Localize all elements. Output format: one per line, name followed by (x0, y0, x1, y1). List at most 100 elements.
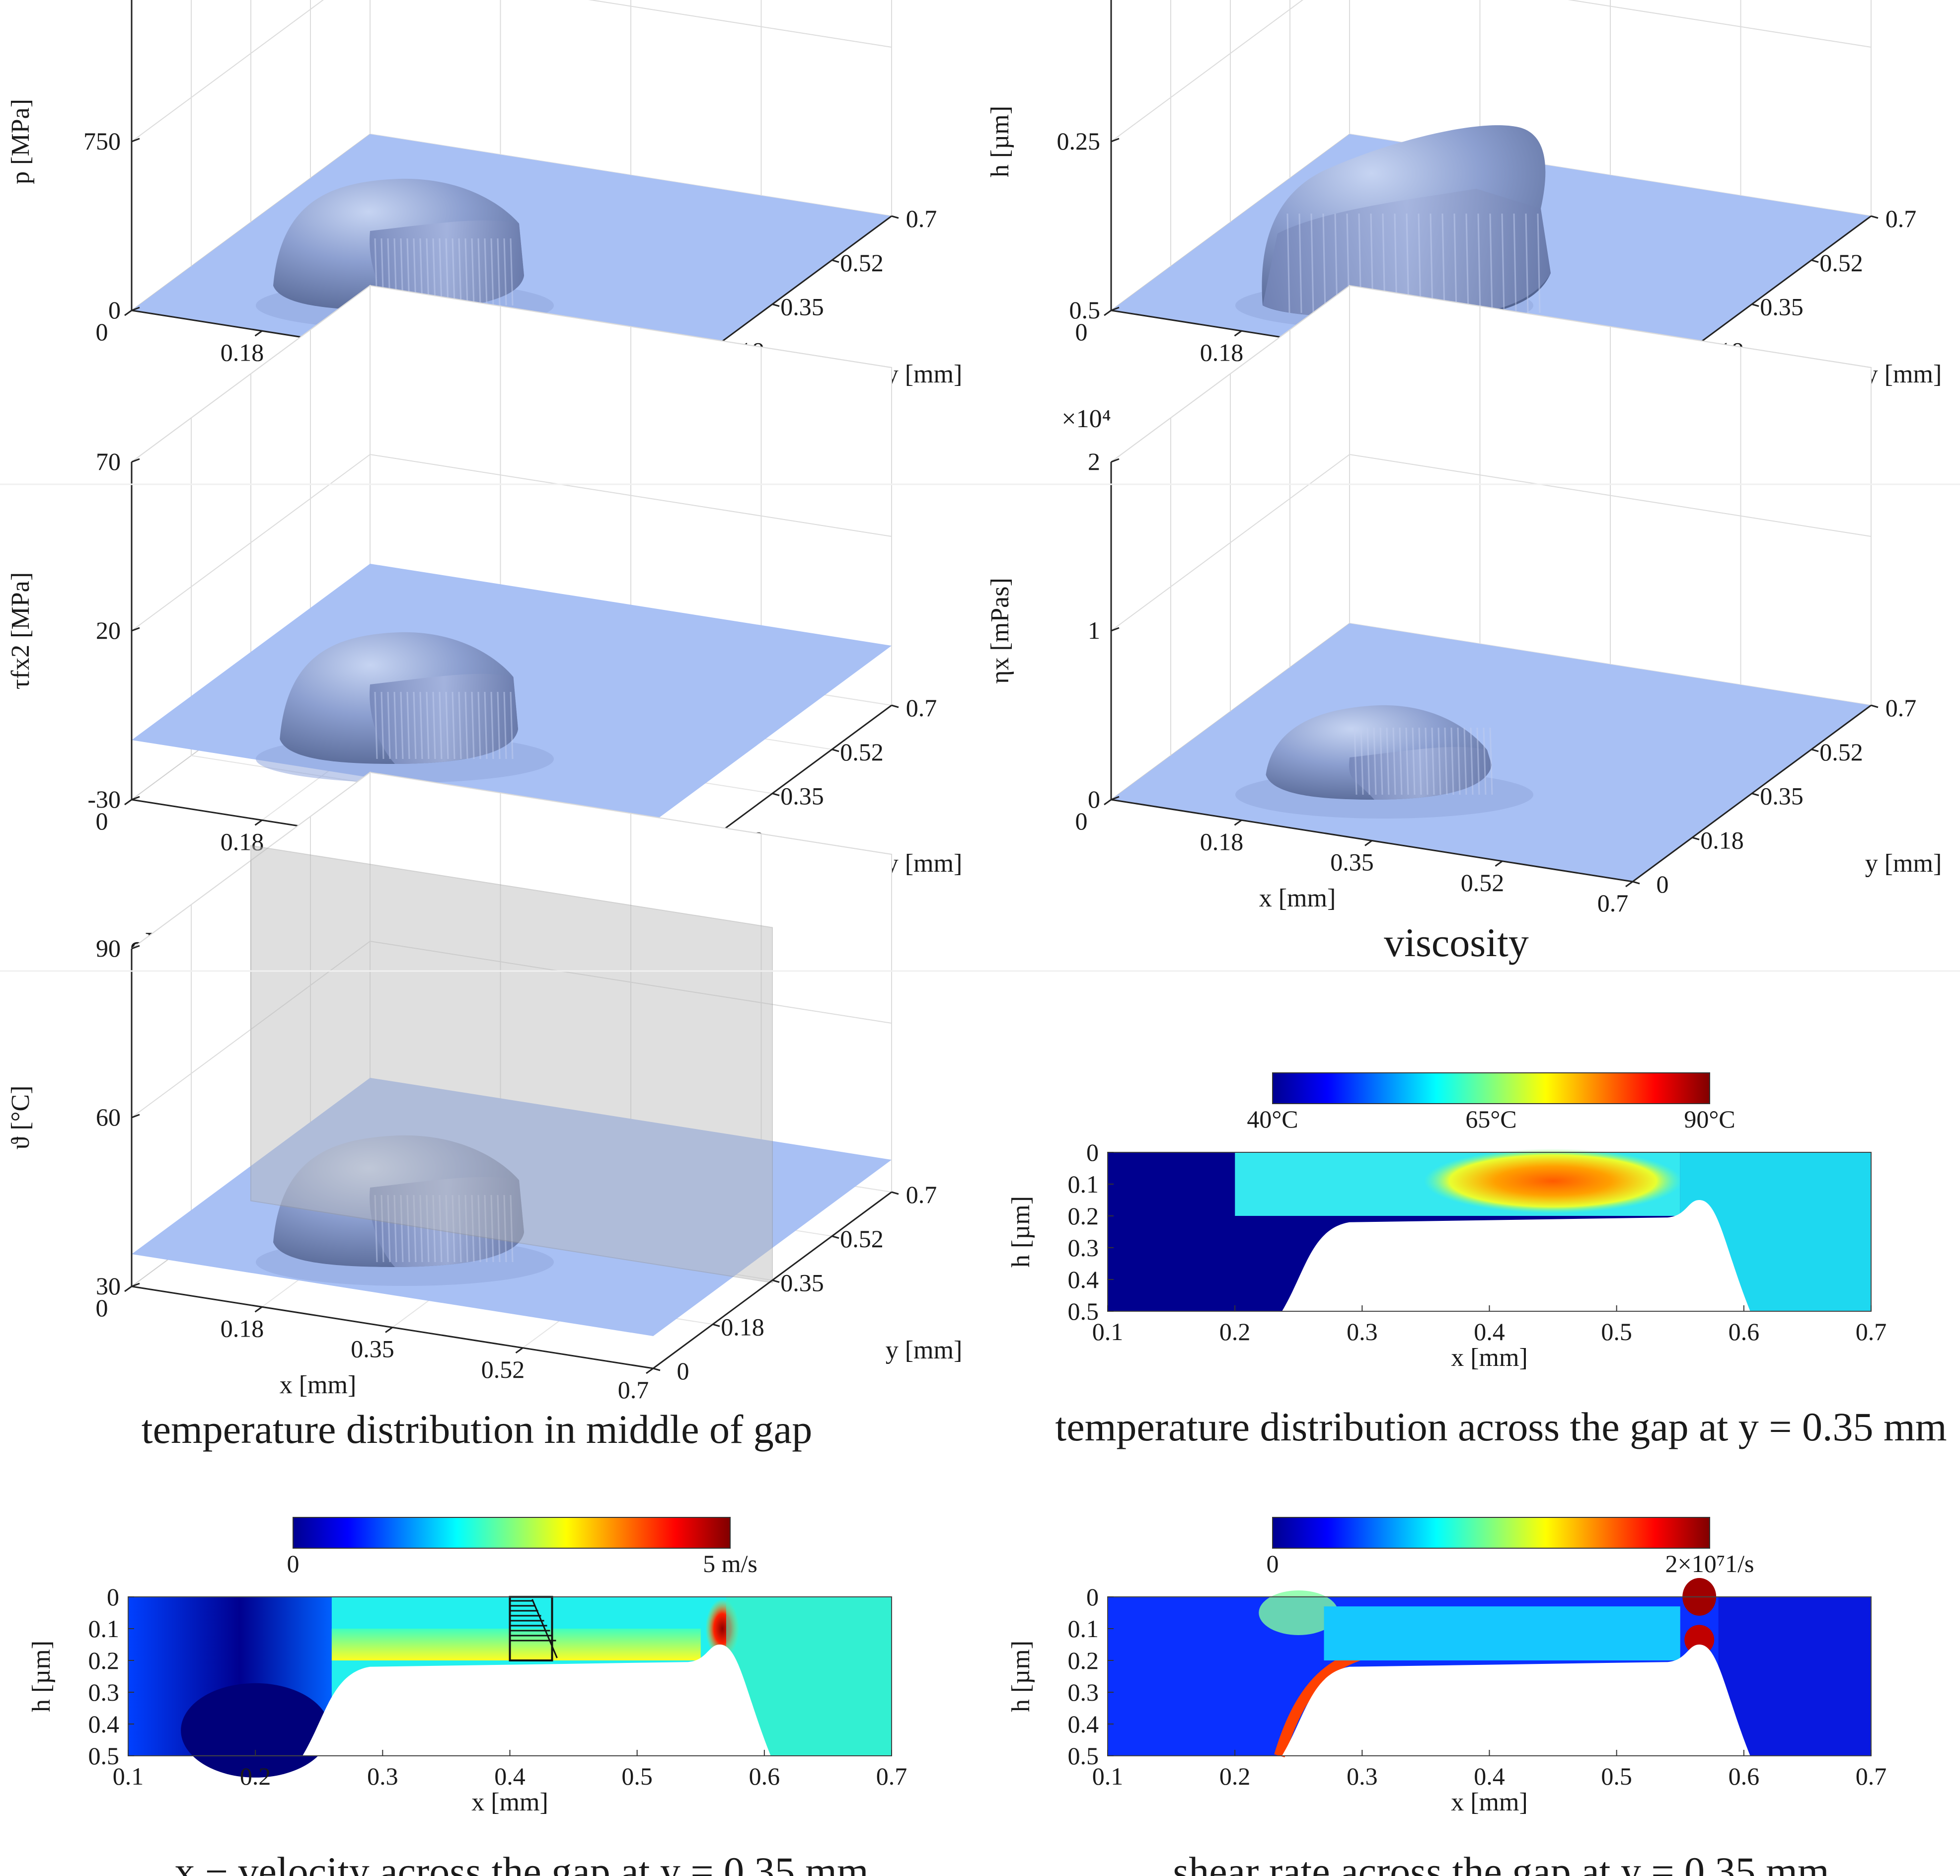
x-tick (124, 1285, 132, 1292)
dome-stripe (393, 1195, 397, 1263)
heatmap-panel-temp2d: 40°C 65°C 90°C 0.1 0.2 0.3 0.4 0.5 0.6 0.7 0 0.1 0.2… (1007, 1072, 1947, 1449)
dome-stripe (400, 1195, 404, 1263)
dome-stripe (497, 238, 501, 306)
dome-stripe (490, 691, 494, 759)
y-tick-label: 0.3 (88, 1678, 120, 1706)
dome-stripe (477, 691, 481, 759)
grid-line (1111, 0, 1872, 142)
dome-stripe (393, 691, 397, 759)
x-tick-label: 0.4 (494, 1762, 526, 1790)
colorbar-tick-label: 0 (287, 1550, 300, 1577)
y-tick-label: 0.7 (906, 205, 937, 232)
x-tick-label: 0.6 (1729, 1318, 1760, 1346)
y-tick-label: 0.35 (1760, 293, 1804, 321)
x-tick-label: 0.5 (1601, 1318, 1632, 1346)
dome-stripe (477, 1195, 481, 1263)
dome-stripe (452, 1195, 455, 1263)
dome-stripe (439, 1195, 443, 1263)
z-tick (1111, 306, 1120, 311)
x-tick (1104, 309, 1112, 316)
dome-stripe (452, 691, 455, 759)
colorbar (1272, 1517, 1710, 1549)
field-region (1718, 1597, 1871, 1756)
surface-panel-viscosity: 00.180.350.520.7x [mm] 00.180.350.520.7y … (986, 285, 1942, 965)
z-tick (131, 1114, 140, 1119)
x-tick (124, 309, 132, 316)
y-tick-label: 0.35 (780, 782, 824, 810)
y-tick-label: 0.7 (1885, 694, 1917, 722)
x-tick-label: 0.2 (1219, 1318, 1251, 1346)
x-tick-label: 0.6 (749, 1762, 780, 1790)
y-tick-label: 0 (1657, 870, 1669, 898)
x-tick (1104, 799, 1112, 806)
y-tick-label: 0.5 (88, 1742, 120, 1770)
y-tick-label: 0.2 (1068, 1647, 1099, 1674)
y-tick-label: 0.35 (780, 1269, 824, 1297)
dome-stripe (503, 1195, 507, 1263)
y-tick (891, 704, 899, 708)
dome-stripe (1450, 727, 1454, 795)
x-tick-label: 0.52 (1461, 869, 1505, 897)
z-tick (131, 458, 140, 463)
dome-stripe (1476, 727, 1480, 795)
y-tick-label: 0.7 (906, 1181, 937, 1208)
z-tick-label: 70 (96, 448, 121, 475)
field-region (1108, 1152, 1235, 1311)
surface-panel-temp3d: 0 0.18 0.35 0.52 0.7 x [mm] 0 0.18 0.35 0.52 0.7 y … (6, 771, 962, 1452)
dome-stripe (445, 238, 449, 306)
grid-line (131, 285, 892, 462)
z-tick (131, 138, 140, 143)
z-tick-label: 0 (1088, 785, 1100, 813)
z-tick-label: 0.5 (1069, 296, 1101, 324)
dome-stripe (406, 1195, 410, 1263)
y-tick (1811, 259, 1819, 263)
x-tick-label: 0.18 (221, 1314, 264, 1342)
x-tick-label: 0.1 (1092, 1762, 1124, 1790)
y-tick-label: 0.18 (721, 1313, 764, 1341)
y-tick-label: 0.52 (840, 1225, 884, 1253)
x-tick (1234, 330, 1242, 337)
dome-stripe (1386, 727, 1390, 795)
dome-stripe (445, 1195, 449, 1263)
y-tick-label: 0.52 (1819, 738, 1863, 766)
z-tick (131, 945, 140, 950)
dome-stripe (387, 691, 391, 759)
dome-stripe (387, 1195, 391, 1263)
x-tick-label: 0 (96, 807, 108, 835)
grid-line (1111, 285, 1872, 462)
velocity-profile-line (531, 1599, 558, 1658)
y-tick-label: 0.52 (840, 249, 884, 277)
y-tick-label: 0.1 (1068, 1615, 1099, 1643)
field-band (331, 1629, 701, 1660)
x-tick (646, 1367, 654, 1374)
z-tick-label: -30 (87, 785, 121, 813)
dome-stripe (1431, 727, 1435, 795)
z-axis-label: ϑ [°C] (6, 1086, 35, 1150)
dome-stripe (503, 691, 507, 759)
x-tick-label: 0.35 (351, 1335, 394, 1363)
grid-line (131, 0, 892, 142)
dome-stripe (432, 238, 436, 306)
dome-stripe (1489, 727, 1493, 795)
y-tick-label: 0.5 (1068, 1297, 1099, 1325)
dome-stripe (1392, 727, 1396, 795)
colorbar (293, 1517, 731, 1549)
dome-stripe (374, 1195, 378, 1263)
y-tick-label: 0 (1086, 1138, 1099, 1166)
y-tick (772, 303, 780, 307)
dome-stripe (432, 1195, 436, 1263)
y-axis-label: y [mm] (1865, 849, 1942, 878)
panel-caption: temperature distribution across the gap … (1055, 1404, 1947, 1449)
dome-stripe (471, 238, 475, 306)
x-tick-label: 0.4 (1474, 1318, 1505, 1346)
z-exponent-label: ×10⁴ (1061, 405, 1111, 433)
x-tick-label: 0.1 (113, 1762, 144, 1790)
x-tick (254, 820, 263, 826)
panel-caption: shear rate across the gap at y = 0.35 mm (1173, 1849, 1829, 1876)
dome-stripe (445, 691, 449, 759)
dome-stripe (1444, 727, 1448, 795)
y-axis-label: y [mm] (1865, 360, 1942, 388)
dome-stripe (510, 238, 514, 306)
dome-stripe (458, 1195, 462, 1263)
z-tick-label: 2 (1088, 448, 1100, 475)
